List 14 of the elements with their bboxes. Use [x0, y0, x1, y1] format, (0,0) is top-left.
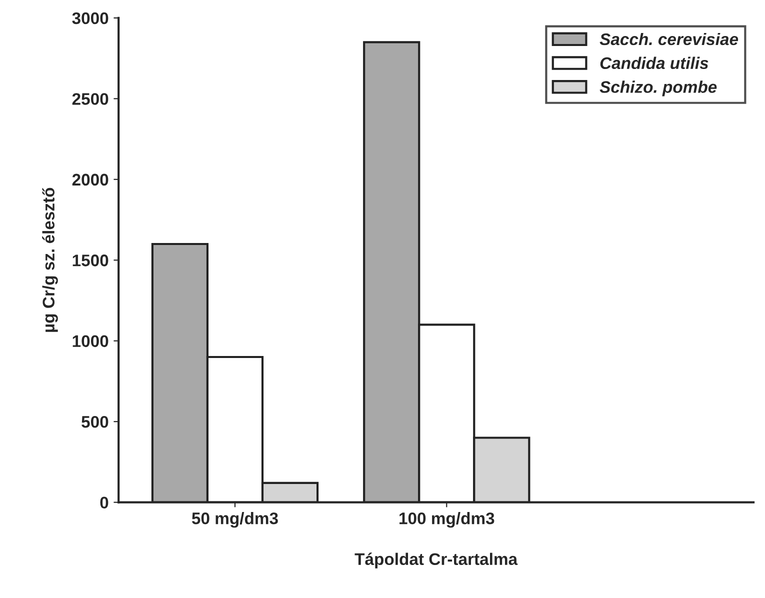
x-axis-title: Tápoldat Cr-tartalma: [354, 552, 518, 568]
legend-label: Candida utilis: [600, 56, 708, 70]
y-tick-label: 2000: [72, 174, 108, 186]
x-tick-label: 50 mg/dm3: [192, 512, 278, 528]
y-tick-label: 0: [100, 496, 108, 509]
y-tick-label: 3000: [72, 12, 108, 24]
y-tick-label: 1500: [72, 254, 108, 266]
legend-label: Schizo. pombe: [600, 80, 717, 96]
y-tick-label: 1000: [72, 335, 108, 348]
y-axis-title: µg Cr/g sz. élesztő: [42, 188, 58, 332]
y-tick-label: 500: [82, 416, 108, 428]
y-tick-label: 2500: [72, 93, 108, 105]
x-tick-label: 100 mg/dm3: [400, 512, 494, 528]
legend-label: Sacch. cerevisiae: [600, 32, 738, 46]
